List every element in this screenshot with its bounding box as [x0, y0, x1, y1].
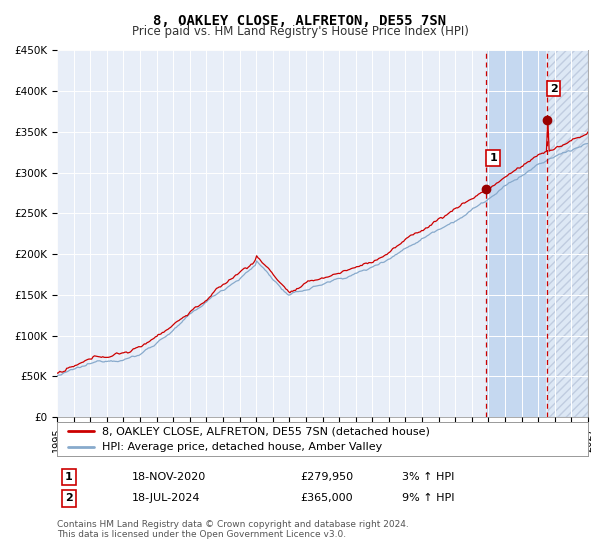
Text: 9% ↑ HPI: 9% ↑ HPI: [402, 493, 455, 503]
Text: £279,950: £279,950: [300, 472, 353, 482]
Text: 2: 2: [550, 83, 557, 94]
Text: 8, OAKLEY CLOSE, ALFRETON, DE55 7SN (detached house): 8, OAKLEY CLOSE, ALFRETON, DE55 7SN (det…: [102, 426, 430, 436]
Text: Price paid vs. HM Land Registry's House Price Index (HPI): Price paid vs. HM Land Registry's House …: [131, 25, 469, 38]
Text: 8, OAKLEY CLOSE, ALFRETON, DE55 7SN: 8, OAKLEY CLOSE, ALFRETON, DE55 7SN: [154, 14, 446, 28]
Text: 2: 2: [65, 493, 73, 503]
Text: 18-JUL-2024: 18-JUL-2024: [132, 493, 200, 503]
Text: 3% ↑ HPI: 3% ↑ HPI: [402, 472, 454, 482]
Text: HPI: Average price, detached house, Amber Valley: HPI: Average price, detached house, Ambe…: [102, 442, 382, 452]
Text: £365,000: £365,000: [300, 493, 353, 503]
Text: 1: 1: [489, 153, 497, 163]
Text: 18-NOV-2020: 18-NOV-2020: [132, 472, 206, 482]
Text: Contains HM Land Registry data © Crown copyright and database right 2024.
This d: Contains HM Land Registry data © Crown c…: [57, 520, 409, 539]
Text: 1: 1: [65, 472, 73, 482]
